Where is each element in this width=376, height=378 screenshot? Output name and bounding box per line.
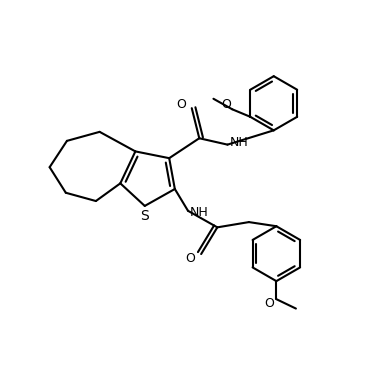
Text: O: O xyxy=(177,98,186,111)
Text: S: S xyxy=(139,209,149,223)
Text: O: O xyxy=(221,98,231,111)
Text: O: O xyxy=(265,297,274,310)
Text: NH: NH xyxy=(229,136,248,149)
Text: NH: NH xyxy=(190,206,209,219)
Text: O: O xyxy=(186,252,196,265)
